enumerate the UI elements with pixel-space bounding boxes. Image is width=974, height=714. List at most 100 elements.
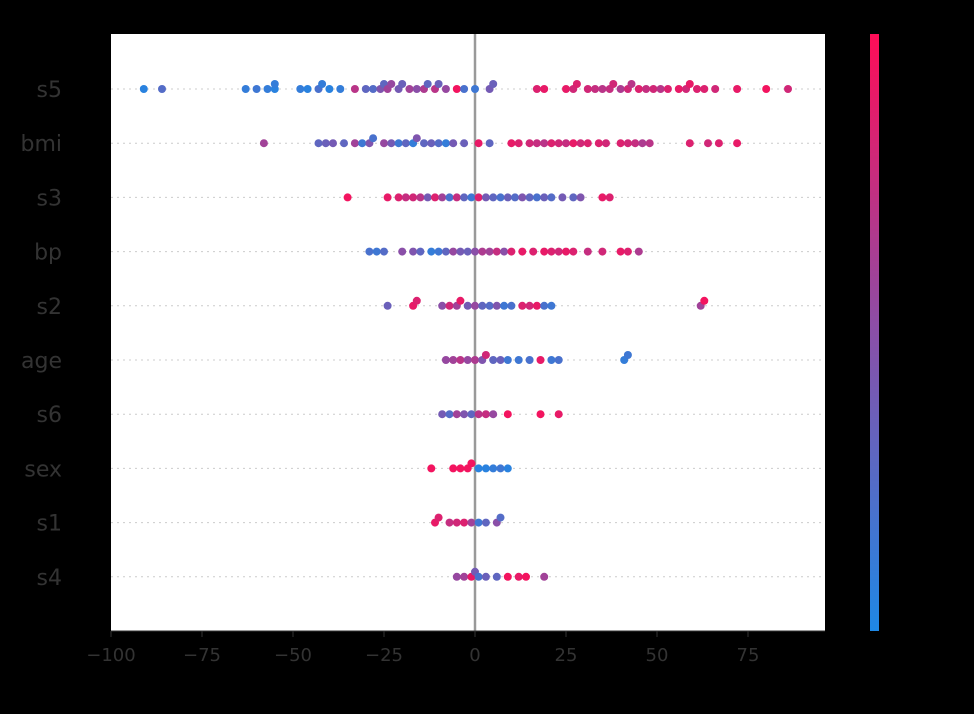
dot-s6	[536, 410, 545, 419]
dot-bp	[416, 247, 425, 256]
dot-bmi	[460, 139, 469, 148]
dot-bp	[456, 247, 465, 256]
dot-bp	[485, 247, 494, 256]
dot-s5	[711, 85, 720, 93]
dot-s5	[583, 85, 592, 93]
dot-s3	[576, 193, 585, 202]
dot-age	[456, 356, 465, 364]
x-tick-label: −25	[365, 645, 403, 666]
dot-s6	[489, 410, 498, 419]
dot-s5	[540, 85, 549, 93]
dot-s5	[303, 85, 312, 93]
dot-s5	[252, 85, 261, 93]
x-tick-label: 0	[469, 645, 480, 666]
dot-bmi	[321, 139, 330, 148]
dot-age	[525, 356, 534, 364]
dot-s3	[496, 193, 505, 202]
dot-s6	[554, 410, 563, 419]
dot-s2	[507, 301, 516, 310]
dot-s5	[361, 85, 370, 93]
x-tick-label: −100	[86, 645, 135, 666]
dot-s5	[649, 85, 658, 93]
dot-s3	[558, 193, 567, 202]
dot-s3	[605, 193, 614, 202]
feature-label-s3: s3	[37, 186, 62, 211]
dot-bmi	[532, 139, 541, 148]
dot-s3	[383, 193, 392, 202]
dot-s3	[445, 193, 454, 202]
dot-bmi	[387, 139, 396, 148]
dot-bmi	[562, 139, 570, 148]
dot-bmi	[358, 139, 367, 148]
dot-s5	[532, 85, 541, 93]
dot-age	[463, 356, 472, 364]
dot-s3	[540, 193, 549, 202]
dot-s4	[481, 572, 490, 581]
dot-bmi	[485, 139, 494, 148]
dot-sex	[474, 464, 483, 473]
dot-s2	[518, 301, 527, 310]
dot-s6	[481, 410, 490, 419]
dot-bp	[500, 247, 509, 256]
feature-label-s6: s6	[37, 403, 62, 428]
dot-bmi	[427, 139, 436, 148]
dot-sex	[467, 459, 476, 468]
dot-bmi	[259, 139, 268, 148]
feature-label-age: age	[21, 349, 62, 374]
dot-bmi	[540, 139, 549, 148]
dot-s2	[540, 301, 549, 310]
dot-bmi	[547, 139, 556, 148]
dot-s6	[460, 410, 469, 419]
dot-age	[514, 356, 523, 364]
dot-bmi	[631, 139, 640, 148]
dot-s3	[467, 193, 476, 202]
dot-sex	[427, 464, 436, 473]
dot-bmi	[340, 139, 348, 148]
dot-s5	[733, 85, 742, 93]
dot-s3	[474, 193, 483, 202]
dot-s5	[634, 85, 643, 93]
dot-s6	[452, 410, 461, 419]
dot-bp	[441, 247, 450, 256]
dot-s3	[569, 193, 578, 202]
dot-age	[547, 356, 556, 364]
dot-bmi	[714, 139, 723, 148]
dot-s5	[784, 85, 792, 93]
dot-bmi	[704, 139, 712, 148]
dot-s5	[642, 85, 651, 93]
dot-s5	[398, 80, 407, 88]
dot-s3	[394, 193, 403, 202]
dot-bp	[471, 247, 479, 256]
dot-s5	[762, 85, 771, 93]
dot-bmi	[434, 139, 443, 148]
dot-age	[503, 356, 512, 364]
dot-s3	[489, 193, 498, 202]
dot-bmi	[569, 139, 578, 148]
dot-s5	[562, 85, 570, 93]
dot-s1	[467, 518, 476, 527]
dot-s5	[158, 85, 166, 93]
feature-label-s1: s1	[37, 512, 62, 537]
dot-s5	[609, 80, 618, 88]
dot-bp	[583, 247, 592, 256]
dot-bp	[463, 247, 472, 256]
beeswarm-dots	[139, 80, 792, 581]
dot-s4	[514, 572, 523, 581]
dot-s1	[434, 513, 443, 522]
dot-s5	[674, 85, 683, 93]
dot-s5	[434, 80, 443, 88]
dot-s5	[369, 85, 378, 93]
dot-sex	[481, 464, 490, 473]
dot-s2	[547, 301, 556, 310]
dot-bp	[380, 247, 388, 256]
dot-s5	[452, 85, 461, 93]
dot-sex	[503, 464, 512, 473]
dot-bp	[616, 247, 625, 256]
feature-labels: s5 bmi s3 bp s2 age s6 sex s1 s4	[20, 78, 62, 591]
dot-age	[536, 356, 545, 364]
dot-s5	[489, 80, 498, 88]
dot-bp	[569, 247, 578, 256]
dot-bmi	[474, 139, 483, 148]
dot-s5	[241, 85, 250, 93]
dot-bp	[398, 247, 407, 256]
